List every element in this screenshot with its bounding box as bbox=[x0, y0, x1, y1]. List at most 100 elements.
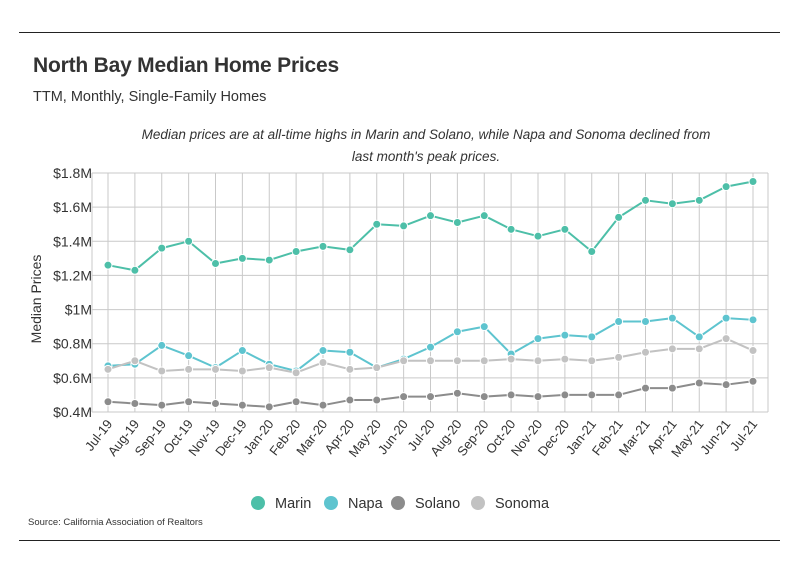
data-point-solano bbox=[372, 395, 382, 405]
data-point-marin bbox=[721, 182, 731, 192]
series-marin bbox=[103, 177, 758, 275]
data-point-sonoma bbox=[587, 356, 597, 366]
data-point-marin bbox=[479, 211, 489, 221]
data-point-marin bbox=[533, 231, 543, 241]
series bbox=[103, 177, 758, 412]
data-point-sonoma bbox=[721, 334, 731, 344]
data-point-napa bbox=[587, 332, 597, 342]
data-point-sonoma bbox=[560, 354, 570, 364]
y-tick-label: $1.8M bbox=[53, 165, 92, 181]
data-point-marin bbox=[667, 199, 677, 209]
data-point-marin bbox=[694, 195, 704, 205]
data-point-sonoma bbox=[694, 344, 704, 354]
y-axis-label: Median Prices bbox=[28, 255, 44, 344]
series-sonoma bbox=[103, 334, 758, 378]
data-point-napa bbox=[237, 346, 247, 356]
legend: Marin Napa Solano Sonoma bbox=[251, 496, 550, 512]
data-point-marin bbox=[318, 241, 328, 251]
legend-label-solano: Solano bbox=[415, 496, 460, 512]
data-point-solano bbox=[157, 400, 167, 410]
data-point-solano bbox=[479, 392, 489, 402]
data-point-sonoma bbox=[452, 356, 462, 366]
data-point-marin bbox=[399, 221, 409, 231]
data-point-sonoma bbox=[211, 364, 220, 374]
data-point-marin bbox=[237, 253, 247, 263]
data-point-napa bbox=[479, 322, 489, 332]
source-note: Source: California Association of Realto… bbox=[28, 517, 203, 528]
data-point-napa bbox=[748, 315, 758, 325]
data-point-marin bbox=[345, 245, 355, 255]
data-point-napa bbox=[318, 346, 328, 356]
data-point-sonoma bbox=[264, 363, 274, 373]
data-point-marin bbox=[372, 219, 382, 229]
chart-subtitle: TTM, Monthly, Single-Family Homes bbox=[33, 89, 267, 105]
y-tick-label: $0.4M bbox=[53, 404, 92, 420]
data-point-marin bbox=[452, 218, 462, 228]
legend-item-napa: Napa bbox=[324, 496, 384, 512]
data-point-sonoma bbox=[184, 364, 194, 374]
data-point-sonoma bbox=[399, 356, 409, 366]
data-point-marin bbox=[560, 224, 570, 234]
y-tick-label: $1.6M bbox=[53, 199, 92, 215]
data-point-marin bbox=[130, 265, 140, 275]
data-point-sonoma bbox=[372, 363, 382, 373]
x-tick-label: Jun-21 bbox=[697, 417, 733, 458]
data-point-solano bbox=[184, 397, 194, 407]
data-point-napa bbox=[533, 334, 543, 344]
data-point-sonoma bbox=[130, 356, 140, 366]
legend-marker-marin bbox=[251, 496, 265, 510]
data-point-marin bbox=[264, 255, 274, 265]
legend-label-sonoma: Sonoma bbox=[495, 496, 550, 512]
x-tick-label: Jun-20 bbox=[375, 417, 411, 458]
data-point-sonoma bbox=[103, 364, 113, 374]
data-point-napa bbox=[694, 332, 704, 342]
data-point-napa bbox=[560, 330, 570, 340]
data-point-solano bbox=[560, 390, 570, 400]
data-point-marin bbox=[291, 247, 301, 257]
bottom-rule bbox=[19, 540, 780, 541]
data-point-sonoma bbox=[533, 356, 543, 366]
data-point-solano bbox=[614, 390, 624, 400]
legend-marker-napa bbox=[324, 496, 338, 510]
data-point-sonoma bbox=[237, 366, 247, 376]
data-point-solano bbox=[452, 388, 462, 398]
chart-annotation: Median prices are at all-time highs in M… bbox=[141, 127, 711, 164]
data-point-sonoma bbox=[506, 354, 516, 364]
data-point-solano bbox=[103, 397, 113, 407]
data-point-marin bbox=[641, 195, 650, 205]
data-point-solano bbox=[587, 390, 597, 400]
data-point-napa bbox=[426, 342, 435, 352]
data-point-solano bbox=[345, 395, 355, 405]
data-point-marin bbox=[506, 224, 516, 234]
data-point-solano bbox=[641, 383, 650, 393]
data-point-marin bbox=[426, 211, 435, 221]
data-point-marin bbox=[748, 177, 758, 187]
data-point-napa bbox=[184, 351, 194, 361]
data-point-marin bbox=[587, 247, 597, 257]
data-point-napa bbox=[452, 327, 462, 337]
data-point-sonoma bbox=[614, 352, 624, 362]
data-point-solano bbox=[399, 392, 409, 402]
data-point-solano bbox=[264, 402, 274, 412]
data-point-sonoma bbox=[479, 356, 489, 366]
legend-label-marin: Marin bbox=[275, 496, 311, 512]
data-point-marin bbox=[103, 260, 113, 270]
legend-marker-solano bbox=[391, 496, 405, 510]
data-point-sonoma bbox=[345, 364, 355, 374]
data-point-solano bbox=[130, 398, 140, 408]
data-point-solano bbox=[748, 376, 758, 386]
data-point-solano bbox=[721, 380, 731, 390]
data-point-marin bbox=[157, 243, 167, 253]
data-point-napa bbox=[641, 317, 650, 327]
data-point-sonoma bbox=[291, 368, 301, 378]
data-point-sonoma bbox=[641, 347, 650, 357]
y-tick-label: $1.4M bbox=[53, 233, 92, 249]
data-point-sonoma bbox=[318, 357, 328, 367]
data-point-napa bbox=[614, 317, 624, 327]
y-tick-label: $0.6M bbox=[53, 370, 92, 386]
y-axis: $0.4M $0.6M $0.8M $1M $1.2M $1.4M $1.6M $1.8M bbox=[53, 165, 92, 420]
data-point-napa bbox=[345, 347, 355, 357]
top-rule bbox=[19, 32, 780, 33]
y-tick-label: $0.8M bbox=[53, 336, 92, 352]
